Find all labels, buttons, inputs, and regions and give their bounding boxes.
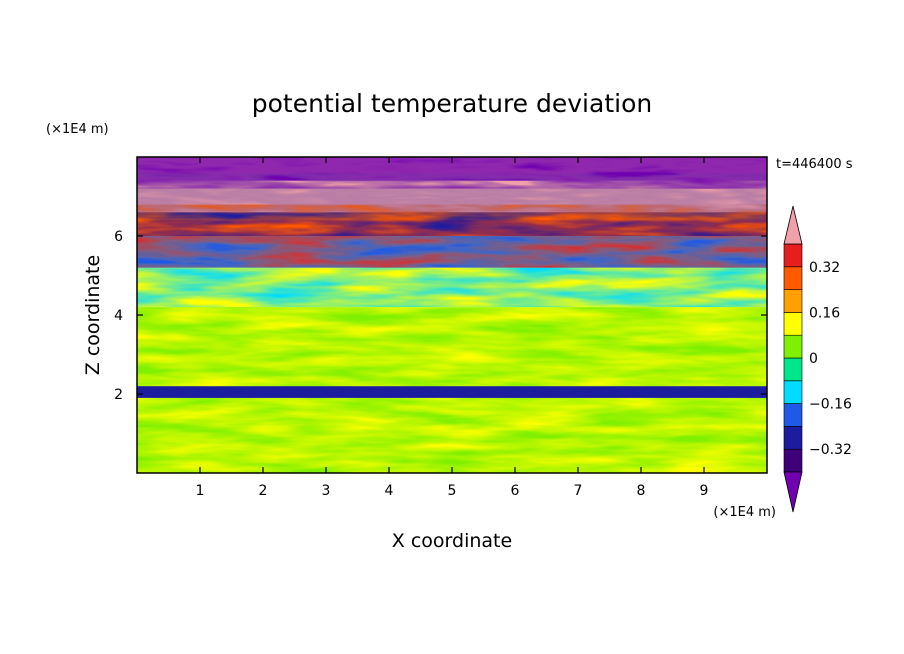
x-tick-label: 4	[385, 483, 394, 499]
colorbar-tick-label: −0.32	[809, 442, 852, 458]
x-tick-label: 3	[322, 483, 331, 499]
x-tick-label: 9	[700, 483, 709, 499]
colorbar-swatch	[783, 448, 803, 473]
colorbar-tick-label: 0.16	[809, 305, 840, 321]
y-tick-label: 6	[114, 229, 123, 245]
colorbar-swatch	[783, 426, 803, 450]
y-tick-label: 2	[114, 387, 123, 403]
x-tick-label: 1	[196, 483, 205, 499]
x-tick-label: 5	[448, 483, 457, 499]
colorbar-tick-label: 0	[809, 351, 818, 367]
field-texture	[137, 397, 767, 473]
colorbar-swatch	[783, 403, 803, 427]
x-axis-label: X coordinate	[392, 530, 512, 552]
colorbar-swatch	[783, 312, 803, 336]
x-tick-label: 7	[574, 483, 583, 499]
colorbar-swatch	[783, 357, 803, 382]
colorbar-swatch	[783, 266, 803, 290]
heatmap-field	[137, 157, 767, 473]
chart-title: potential temperature deviation	[252, 89, 652, 118]
colorbar-swatch	[783, 289, 803, 313]
field-band	[137, 386, 767, 398]
y-tick-label: 4	[114, 308, 123, 324]
y-unit-label: (×1E4 m)	[46, 122, 109, 137]
y-axis-label: Z coordinate	[82, 255, 104, 375]
field-texture	[137, 307, 767, 387]
colorbar: 0.32 0.16 0 −0.16 −0.32	[783, 205, 852, 513]
colorbar-tick-label: −0.16	[809, 397, 852, 413]
y-axis: 2 4 6	[114, 229, 767, 403]
x-tick-label: 8	[637, 483, 646, 499]
x-axis: 1 2 3 4 5 6 7 8 9	[196, 157, 709, 499]
colorbar-swatch	[783, 243, 803, 268]
x-unit-label: (×1E4 m)	[713, 505, 776, 520]
colorbar-swatch	[783, 334, 803, 359]
colorbar-over-arrow	[783, 205, 803, 245]
time-label: t=446400 s	[776, 157, 853, 172]
colorbar-tick-label: 0.32	[809, 260, 840, 276]
colorbar-under-arrow	[783, 471, 803, 513]
x-tick-label: 2	[259, 483, 268, 499]
x-tick-label: 6	[511, 483, 520, 499]
colorbar-swatch	[783, 380, 803, 404]
